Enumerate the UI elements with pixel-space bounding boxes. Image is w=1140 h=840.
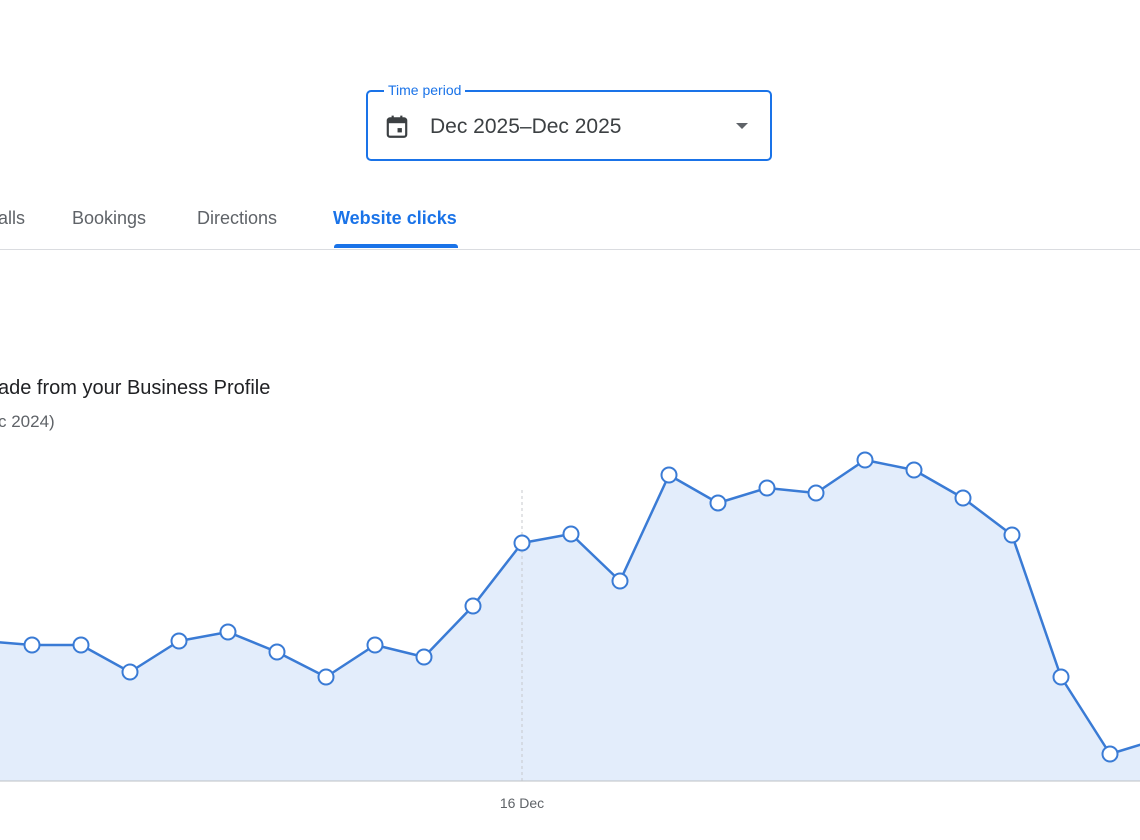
data-point-6 — [268, 643, 286, 661]
chart-area — [0, 460, 1140, 781]
data-point-22 — [1052, 668, 1070, 686]
data-point-23 — [1101, 745, 1119, 763]
active-tab-indicator — [334, 244, 458, 248]
data-point-20 — [954, 489, 972, 507]
calendar-icon — [386, 115, 408, 138]
data-point-1 — [23, 636, 41, 654]
data-point-12 — [562, 525, 580, 543]
x-tick-label: 16 Dec — [500, 795, 544, 811]
data-point-15 — [709, 494, 727, 512]
tab-bookings[interactable]: Bookings — [72, 208, 147, 228]
tab-directions[interactable]: Directions — [197, 208, 278, 228]
chart-subheading: c 2024) — [0, 412, 55, 431]
data-point-16 — [758, 479, 776, 497]
data-point-4 — [170, 632, 188, 650]
chevron-down-icon — [736, 123, 748, 129]
data-point-21 — [1003, 526, 1021, 544]
data-point-17 — [807, 484, 825, 502]
data-point-14 — [660, 466, 678, 484]
tab-calls[interactable]: alls — [0, 208, 26, 228]
data-point-19 — [905, 461, 923, 479]
data-point-9 — [415, 648, 433, 666]
data-point-13 — [611, 572, 629, 590]
time-period-value: Dec 2025–Dec 2025 — [430, 115, 622, 138]
metric-tabs: alls Bookings Directions Website clicks — [0, 190, 1140, 250]
data-point-18 — [856, 451, 874, 469]
data-point-8 — [366, 636, 384, 654]
data-point-2 — [72, 636, 90, 654]
time-period-dropdown[interactable]: Time period Dec 2025–Dec 2025 — [366, 81, 772, 161]
tab-website-clicks[interactable]: Website clicks — [333, 208, 457, 228]
data-point-5 — [219, 623, 237, 641]
data-point-10 — [464, 597, 482, 615]
data-point-7 — [317, 668, 335, 686]
data-point-11 — [513, 534, 531, 552]
chart-heading: ade from your Business Profile — [0, 377, 271, 399]
time-period-label: Time period — [384, 81, 466, 99]
data-point-3 — [121, 663, 139, 681]
